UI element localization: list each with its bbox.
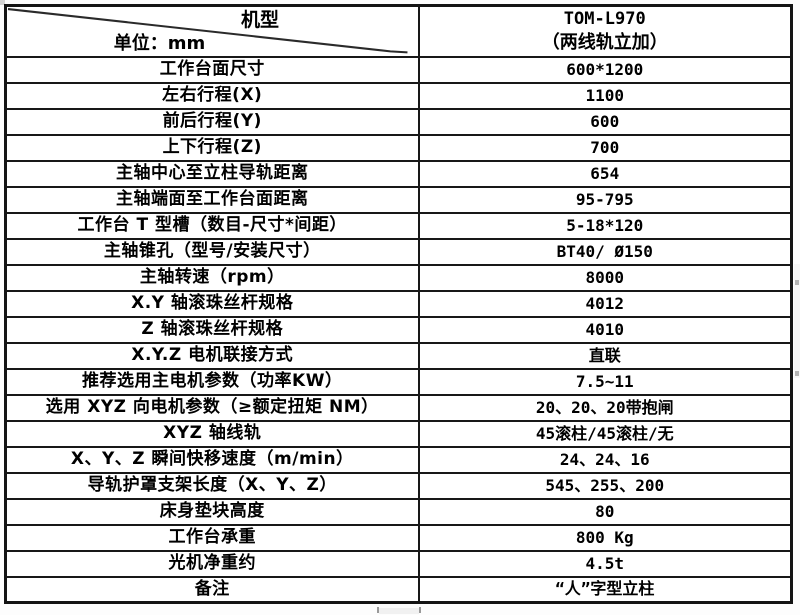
cropped-gridline-tick xyxy=(377,607,379,613)
table-row: 选用 XYZ 向电机参数（≥额定扭矩 NM） 20、20、20带抱闸 xyxy=(4,393,793,422)
model-subtitle: （两线轨立加） xyxy=(541,31,668,53)
spec-value: “人”字型立柱 xyxy=(417,575,793,604)
spec-value: 1100 xyxy=(417,81,793,110)
screenshot-corner-artifact xyxy=(0,0,5,5)
table-row: X.Y 轴滚珠丝杆规格 4012 xyxy=(4,289,793,318)
spec-value: 600*1200 xyxy=(417,55,793,84)
spec-label: 导轨护罩支架长度（X、Y、Z） xyxy=(4,471,420,500)
spec-value: 45滚柱/45滚柱/无 xyxy=(417,419,793,448)
table-row: X.Y.Z 电机联接方式 直联 xyxy=(4,341,793,370)
spec-value: 4012 xyxy=(417,289,793,318)
spec-label: X.Y.Z 电机联接方式 xyxy=(4,341,420,370)
spec-value: 80 xyxy=(417,497,793,526)
table-row: 左右行程(X) 1100 xyxy=(4,81,793,110)
spec-value: 20、20、20带抱闸 xyxy=(417,393,793,422)
table-row: 备注 “人”字型立柱 xyxy=(4,575,793,604)
spec-value: 4010 xyxy=(417,315,793,344)
scrollbar[interactable] xyxy=(794,264,800,378)
spec-value: 4.5t xyxy=(417,549,793,578)
spec-value: BT40/ Ø150 xyxy=(417,237,793,266)
spec-label: 工作台面尺寸 xyxy=(4,55,420,84)
spec-value: 700 xyxy=(417,133,793,162)
table-row: 主轴转速（rpm） 8000 xyxy=(4,263,793,292)
spec-value: 7.5~11 xyxy=(417,367,793,396)
table-row: 工作台 T 型槽（数目-尺寸*间距） 5-18*120 xyxy=(4,211,793,240)
table-row: 主轴中心至立柱导轨距离 654 xyxy=(4,159,793,188)
spec-label: Z 轴滚珠丝杆规格 xyxy=(4,315,420,344)
table-row: 导轨护罩支架长度（X、Y、Z） 545、255、200 xyxy=(4,471,793,500)
spec-value: 5-18*120 xyxy=(417,211,793,240)
spec-label: 左右行程(X) xyxy=(4,81,420,110)
table-row: 前后行程(Y) 600 xyxy=(4,107,793,136)
cropped-gridline-tick xyxy=(419,607,421,613)
spec-label: 主轴中心至立柱导轨距离 xyxy=(4,159,420,188)
cropped-cell-artifact xyxy=(379,608,419,614)
scrollbar-thumb[interactable] xyxy=(795,280,799,285)
table-row: X、Y、Z 瞬间快移速度（m/min） 24、24、16 xyxy=(4,445,793,474)
spec-value: 800 Kg xyxy=(417,523,793,552)
spec-label: 推荐选用主电机参数（功率KW） xyxy=(4,367,420,396)
spec-label: 床身垫块高度 xyxy=(4,497,420,526)
header-row: 机型 单位：mm TOM-L970 （两线轨立加） xyxy=(4,4,793,58)
spec-label: 前后行程(Y) xyxy=(4,107,420,136)
scrollbar-thumb[interactable] xyxy=(795,371,799,376)
spec-value: 545、255、200 xyxy=(417,471,793,500)
spec-label: XYZ 轴线轨 xyxy=(4,419,420,448)
header-model-cell: TOM-L970 （两线轨立加） xyxy=(417,4,793,58)
spec-label: 光机净重约 xyxy=(4,549,420,578)
header-unit-label: 单位：mm xyxy=(113,32,206,54)
table-row: 工作台面尺寸 600*1200 xyxy=(4,55,793,84)
spec-value: 24、24、16 xyxy=(417,445,793,474)
spec-label: 主轴端面至工作台面距离 xyxy=(4,185,420,214)
spec-label: 主轴转速（rpm） xyxy=(4,263,420,292)
spec-value: 654 xyxy=(417,159,793,188)
spec-label: 工作台 T 型槽（数目-尺寸*间距） xyxy=(4,211,420,240)
spec-label: 备注 xyxy=(4,575,420,604)
spec-label: 主轴锥孔（型号/安装尺寸） xyxy=(4,237,420,266)
spec-label: 上下行程(Z) xyxy=(4,133,420,162)
table-row: XYZ 轴线轨 45滚柱/45滚柱/无 xyxy=(4,419,793,448)
table-row: 主轴锥孔（型号/安装尺寸） BT40/ Ø150 xyxy=(4,237,793,266)
machine-spec-table: 机型 单位：mm TOM-L970 （两线轨立加） 工作台面尺寸 600*120… xyxy=(4,4,793,604)
table-row: Z 轴滚珠丝杆规格 4010 xyxy=(4,315,793,344)
table-row: 光机净重约 4.5t xyxy=(4,549,793,578)
spec-label: X、Y、Z 瞬间快移速度（m/min） xyxy=(4,445,420,474)
spec-label: X.Y 轴滚珠丝杆规格 xyxy=(4,289,420,318)
spec-label: 选用 XYZ 向电机参数（≥额定扭矩 NM） xyxy=(4,393,420,422)
model-name: TOM-L970 xyxy=(563,8,646,29)
table-row: 工作台承重 800 Kg xyxy=(4,523,793,552)
table-row: 床身垫块高度 80 xyxy=(4,497,793,526)
spec-value: 8000 xyxy=(417,263,793,292)
table-row: 上下行程(Z) 700 xyxy=(4,133,793,162)
diagonal-divider-line xyxy=(7,8,408,54)
spec-value: 600 xyxy=(417,107,793,136)
header-model-label: 机型 xyxy=(240,9,279,31)
spec-table-container: 机型 单位：mm TOM-L970 （两线轨立加） 工作台面尺寸 600*120… xyxy=(4,4,793,604)
table-row: 主轴端面至工作台面距离 95-795 xyxy=(4,185,793,214)
spec-value: 直联 xyxy=(417,341,793,370)
header-corner-cell: 机型 单位：mm xyxy=(4,4,420,58)
spec-label: 工作台承重 xyxy=(4,523,420,552)
table-row: 推荐选用主电机参数（功率KW） 7.5~11 xyxy=(4,367,793,396)
spec-value: 95-795 xyxy=(417,185,793,214)
